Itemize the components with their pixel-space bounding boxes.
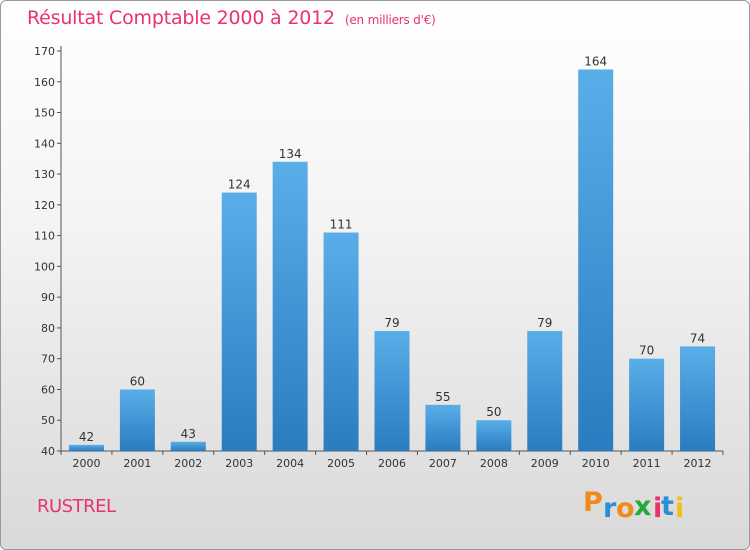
y-tick-label: 70 <box>41 353 55 366</box>
bar-2011 <box>629 358 665 451</box>
value-label-2010: 164 <box>584 54 607 68</box>
logo-letter: r <box>603 493 617 524</box>
bar-2005 <box>323 232 359 451</box>
y-tick-label: 170 <box>34 45 55 58</box>
chart-title-text: Résultat Comptable 2000 à 2012 <box>27 7 335 29</box>
logo-letter: x <box>634 491 652 522</box>
y-tick-label: 130 <box>34 168 55 181</box>
bar-2003 <box>221 192 257 452</box>
bar-2007 <box>425 404 461 451</box>
y-tick-label: 100 <box>34 260 55 273</box>
x-tick-label-2007: 2007 <box>429 457 457 470</box>
value-label-2004: 134 <box>279 147 302 161</box>
logo-letter: i <box>675 493 685 524</box>
y-tick-label: 90 <box>41 291 55 304</box>
x-tick-label-2011: 2011 <box>633 457 661 470</box>
value-label-2008: 50 <box>486 405 501 419</box>
commune-name: RUSTREL <box>37 496 116 517</box>
y-tick-label: 80 <box>41 322 55 335</box>
y-tick-label: 60 <box>41 383 55 396</box>
bar-2004 <box>272 161 308 451</box>
chart-subtitle: (en milliers d'€) <box>344 13 436 27</box>
bar-2001 <box>119 389 155 451</box>
bar-2012 <box>680 346 716 451</box>
value-label-2005: 111 <box>330 218 353 232</box>
x-tick-label-2010: 2010 <box>582 457 610 470</box>
y-tick-label: 140 <box>34 137 55 150</box>
logo-letter: o <box>616 493 635 524</box>
value-label-2007: 55 <box>435 390 450 404</box>
x-tick-label-2008: 2008 <box>480 457 508 470</box>
bar-2008 <box>476 420 512 451</box>
value-label-2000: 42 <box>79 430 94 444</box>
chart-bars <box>68 69 716 452</box>
logo-letter: P <box>583 487 603 518</box>
y-tick-label: 160 <box>34 76 55 89</box>
y-tick-label: 50 <box>41 414 55 427</box>
value-label-2012: 74 <box>690 331 705 345</box>
x-tick-label-2009: 2009 <box>531 457 559 470</box>
value-label-2002: 43 <box>181 427 196 441</box>
x-tick-label-2001: 2001 <box>123 457 151 470</box>
chart-title: Résultat Comptable 2000 à 2012 (en millie… <box>27 7 436 29</box>
y-tick-label: 120 <box>34 199 55 212</box>
logo-letter: t <box>661 491 674 522</box>
bar-2009 <box>527 331 563 451</box>
bar-2010 <box>578 69 614 451</box>
value-label-2006: 79 <box>384 316 399 330</box>
x-tick-label-2003: 2003 <box>225 457 253 470</box>
value-label-2009: 79 <box>537 316 552 330</box>
value-label-2003: 124 <box>228 178 251 192</box>
chart-labels: 2000 42 2001 60 2002 43 2003 124 2004 134 2005 111 2… <box>72 54 711 470</box>
x-tick-label-2005: 2005 <box>327 457 355 470</box>
y-tick-label: 40 <box>41 445 55 458</box>
bar-chart: 40 50 60 70 80 90 100 110 120 130 140 150 160 170 200… <box>34 45 724 470</box>
bar-2000 <box>68 444 104 451</box>
bar-2006 <box>374 331 410 451</box>
value-label-2011: 70 <box>639 344 654 358</box>
x-tick-label-2004: 2004 <box>276 457 304 470</box>
x-tick-label-2002: 2002 <box>174 457 202 470</box>
x-tick-label-2012: 2012 <box>684 457 712 470</box>
x-tick-label-2000: 2000 <box>72 457 100 470</box>
bar-2002 <box>170 441 206 451</box>
value-label-2001: 60 <box>130 374 145 388</box>
x-tick-label-2006: 2006 <box>378 457 406 470</box>
logo-letter: i <box>653 493 663 524</box>
y-tick-label: 110 <box>34 230 55 243</box>
y-tick-label: 150 <box>34 107 55 120</box>
